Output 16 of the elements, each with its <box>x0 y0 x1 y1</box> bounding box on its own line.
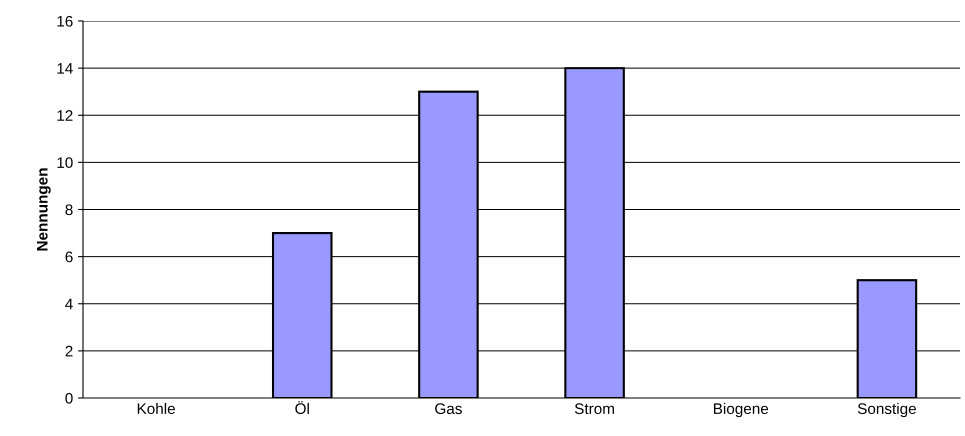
y-tick-label: 6 <box>66 251 73 262</box>
x-tick-label: Biogene <box>714 402 768 418</box>
y-axis-title: Nennungen <box>36 168 51 250</box>
y-tick-label: 10 <box>57 157 73 168</box>
y-tick-label: 8 <box>65 204 73 216</box>
y-tick-label: 14 <box>57 63 73 74</box>
x-tick-label: Öl <box>295 401 309 414</box>
y-tick-label: 0 <box>65 392 73 404</box>
x-tick-label: Gas <box>435 403 462 414</box>
y-tick-label: 16 <box>57 16 73 27</box>
x-tick-label: Strom <box>574 403 614 414</box>
y-tick-label: 2 <box>66 346 73 356</box>
y-tick-label: 4 <box>65 298 73 310</box>
y-tick-label: 12 <box>57 110 73 121</box>
x-tick-label: Sonstige <box>858 402 916 418</box>
x-tick-label: Kohle <box>138 402 175 414</box>
